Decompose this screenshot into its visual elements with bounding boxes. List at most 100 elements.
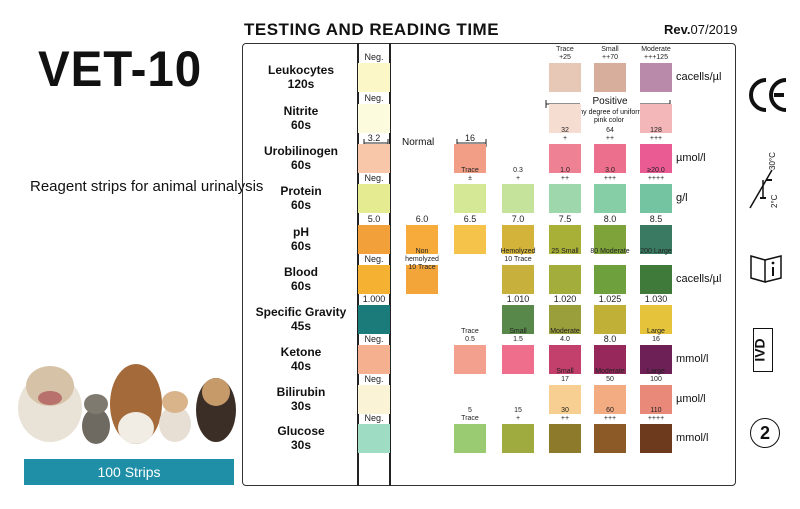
temperature-limit-icon: 30°C 2°C [740, 150, 790, 220]
color-swatch [640, 144, 672, 173]
negative-value: Neg. [364, 173, 384, 183]
color-swatch [594, 305, 626, 334]
swatch-value-label: 1.025 [598, 294, 622, 304]
unit-label: g/l [676, 192, 688, 204]
color-swatch [454, 225, 486, 254]
rev-prefix: Rev. [664, 22, 691, 37]
reagent-time: 60s [290, 158, 312, 172]
color-swatch [594, 265, 626, 294]
reagent-time: 40s [290, 359, 312, 373]
color-swatch [454, 424, 486, 453]
row-name: Ketone 40s [246, 345, 356, 373]
color-swatch [549, 265, 581, 294]
color-swatch [454, 184, 486, 213]
swatch-value-label: 25 Small [551, 248, 579, 255]
negative-value: Neg. [364, 374, 384, 384]
swatch-value-label: 1.010 [506, 294, 530, 304]
swatch-value-label: 30 ++ [560, 407, 570, 422]
positive-label: Positive [580, 96, 640, 107]
swatch-value-label: 1.030 [644, 294, 668, 304]
swatch-value-label: 7.0 [511, 214, 525, 224]
swatch-value-label: 64 ++ [605, 127, 615, 142]
product-subtitle: Reagent strips for animal urinalysis [30, 178, 264, 195]
chart-header: TESTING AND READING TIME [244, 20, 500, 39]
color-swatch [549, 144, 581, 173]
reagent-name: Nitrite [283, 104, 319, 118]
color-swatch [640, 385, 672, 414]
swatch-value-label: Hemolyzed 10 Trace [500, 248, 536, 263]
swatch-value-label: 200 Large [640, 248, 672, 255]
color-swatch [594, 225, 626, 254]
reagent-name: Leukocytes [267, 63, 335, 77]
revision-label: Rev.07/2019 [664, 22, 738, 37]
rev-date: 07/2019 [690, 22, 738, 37]
color-chart-frame [242, 43, 736, 486]
swatch-value-label: 110 ++++ [647, 407, 665, 422]
unit-label: cacells/µl [676, 273, 722, 285]
reagent-time: 60s [290, 118, 312, 132]
color-swatch [640, 225, 672, 254]
color-swatch [640, 104, 672, 133]
ce-mark-icon [749, 78, 787, 112]
color-swatch [594, 184, 626, 213]
color-swatch [640, 305, 672, 334]
swatch-value-label: Small 1.5 [509, 328, 527, 343]
swatch-value-label: 32 + [561, 127, 569, 142]
reagent-name: Protein [280, 184, 322, 198]
row-name: Glucose 30s [246, 424, 356, 452]
reagent-time: 30s [290, 399, 312, 413]
swatch-value-label: Trace 0.5 [461, 328, 479, 343]
negative-swatch [358, 63, 390, 92]
reagent-time: 60s [290, 239, 312, 253]
swatch-value-label: Moderate 50 [595, 368, 625, 383]
unit-label: mmol/l [676, 353, 709, 365]
color-swatch [549, 424, 581, 453]
ivd-label: IVD [751, 338, 768, 362]
swatch-value-label: Trace +25 [556, 46, 574, 61]
color-swatch [640, 265, 672, 294]
color-swatch [549, 184, 581, 213]
color-swatch [549, 63, 581, 92]
negative-value: Neg. [364, 334, 384, 344]
color-swatch [549, 385, 581, 414]
row-name: Specific Gravity 45s [246, 305, 356, 333]
row-name: Bilirubin 30s [246, 385, 356, 413]
swatch-value-label: Moderate 4.0 [550, 328, 580, 343]
reagent-time: 60s [290, 198, 312, 212]
row-name: Nitrite 60s [246, 104, 356, 132]
reagent-time: 60s [290, 279, 312, 293]
reagent-time: 45s [290, 319, 312, 333]
reagent-name: Bilirubin [276, 385, 326, 399]
negative-value: Neg. [364, 52, 384, 62]
negative-value: 3.2 [367, 133, 381, 143]
unit-label: cacells/µl [676, 71, 722, 83]
reagent-name: Blood [284, 265, 318, 279]
color-swatch [454, 144, 486, 173]
swatch-value-label: 1.0 ++ [560, 167, 570, 182]
swatch-value-label: 80 Moderate [590, 248, 630, 255]
row-name: Leukocytes 120s [246, 63, 356, 91]
color-swatch [640, 63, 672, 92]
negative-swatch [358, 385, 390, 414]
color-swatch [502, 225, 534, 254]
swatch-value-label: 16 [464, 133, 475, 143]
color-swatch [594, 345, 626, 374]
negative-swatch [358, 184, 390, 213]
swatch-value-label: Small ++70 [601, 46, 619, 61]
row-name: Blood 60s [246, 265, 356, 293]
reagent-name: Glucose [277, 424, 325, 438]
negative-value: 1.000 [362, 294, 386, 304]
unit-label: µmol/l [676, 152, 706, 164]
reagent-name: Specific Gravity [255, 305, 347, 319]
instructions-book-icon [750, 255, 782, 283]
swatch-value-label: Small 17 [556, 368, 574, 383]
color-swatch [502, 424, 534, 453]
normal-label: Normal [402, 137, 435, 148]
color-swatch [549, 305, 581, 334]
single-use-number: 2 [759, 423, 770, 443]
swatch-value-label: 128 +++ [649, 127, 663, 142]
normal-range-markers [363, 139, 487, 147]
color-swatch [406, 225, 438, 254]
swatch-value-label: Non hemolyzed 10 Trace [405, 248, 439, 271]
swatch-value-label: 5 Trace [461, 407, 479, 422]
